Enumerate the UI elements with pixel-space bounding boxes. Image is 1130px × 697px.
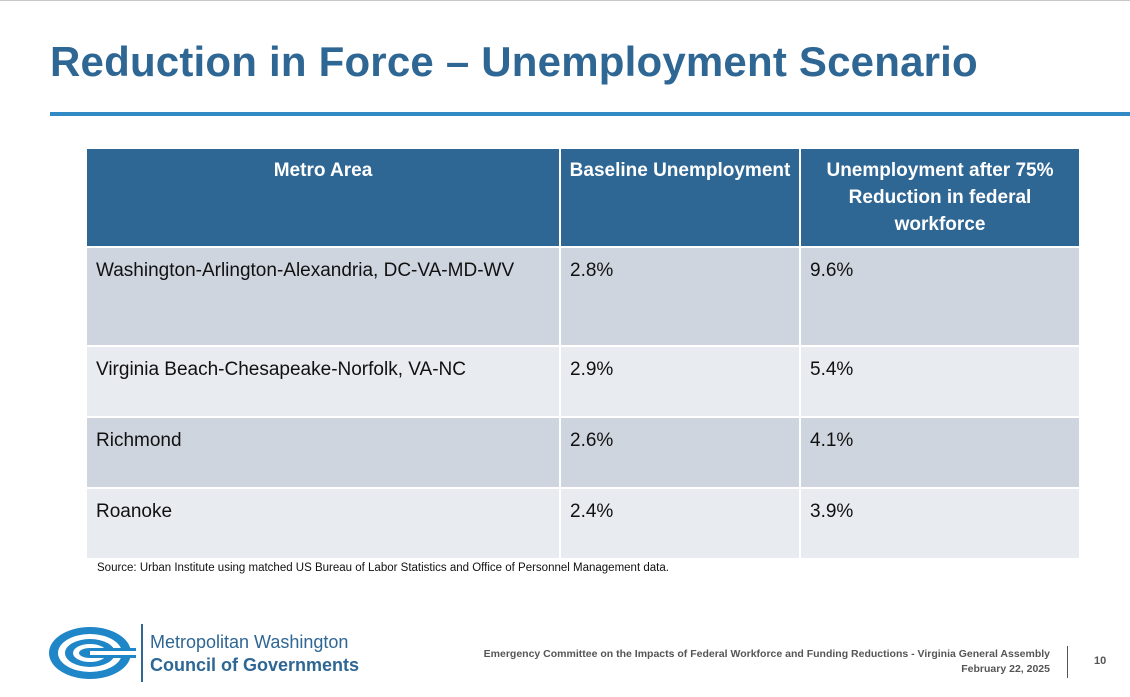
unemployment-table: Metro Area Baseline Unemployment Unemplo… <box>87 149 1079 560</box>
logo-text-line2: Council of Governments <box>150 655 360 675</box>
cell-baseline: 2.6% <box>560 417 801 489</box>
table-row: Washington-Arlington-Alexandria, DC-VA-M… <box>87 247 1079 347</box>
cog-logo-icon <box>49 627 136 679</box>
table-row: Richmond 2.6% 4.1% <box>87 417 1079 489</box>
top-border-line <box>0 0 1130 1</box>
cell-metro-area: Roanoke <box>87 488 561 560</box>
cell-after-reduction: 4.1% <box>800 417 1079 489</box>
cell-baseline: 2.9% <box>560 346 801 418</box>
table-row: Roanoke 2.4% 3.9% <box>87 488 1079 560</box>
header-baseline-unemployment: Baseline Unemployment <box>560 149 801 248</box>
logo-text-line1: Metropolitan Washington <box>150 632 349 652</box>
table-header-row: Metro Area Baseline Unemployment Unemplo… <box>87 149 1079 248</box>
cell-after-reduction: 9.6% <box>800 247 1079 347</box>
cell-metro-area: Washington-Arlington-Alexandria, DC-VA-M… <box>87 247 561 347</box>
title-underline <box>50 112 1130 116</box>
slide-title: Reduction in Force – Unemployment Scenar… <box>50 38 978 85</box>
logo-divider <box>141 624 143 682</box>
source-note: Source: Urban Institute using matched US… <box>97 562 669 574</box>
footer-date: February 22, 2025 <box>961 663 1050 675</box>
cell-baseline: 2.4% <box>560 488 801 560</box>
cell-metro-area: Richmond <box>87 417 561 489</box>
cell-after-reduction: 5.4% <box>800 346 1079 418</box>
header-unemployment-after-reduction: Unemployment after 75% Reduction in fede… <box>800 149 1079 248</box>
footer-text: Emergency Committee on the Impacts of Fe… <box>484 647 1050 677</box>
header-metro-area: Metro Area <box>87 149 561 248</box>
footer-event-name: Emergency Committee on the Impacts of Fe… <box>483 648 1050 660</box>
table-row: Virginia Beach-Chesapeake-Norfolk, VA-NC… <box>87 346 1079 418</box>
cell-after-reduction: 3.9% <box>800 488 1079 560</box>
page-number: 10 <box>1094 655 1107 667</box>
footer-divider <box>1067 646 1068 678</box>
cell-metro-area: Virginia Beach-Chesapeake-Norfolk, VA-NC <box>87 346 561 418</box>
cell-baseline: 2.8% <box>560 247 801 347</box>
